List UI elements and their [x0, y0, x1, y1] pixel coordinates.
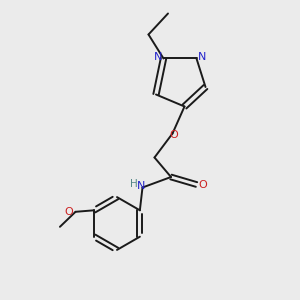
Text: O: O	[64, 207, 73, 217]
Text: O: O	[199, 179, 208, 190]
Text: N: N	[154, 52, 162, 62]
Text: H: H	[130, 179, 138, 189]
Text: N: N	[137, 181, 145, 191]
Text: O: O	[169, 130, 178, 140]
Text: N: N	[198, 52, 206, 62]
